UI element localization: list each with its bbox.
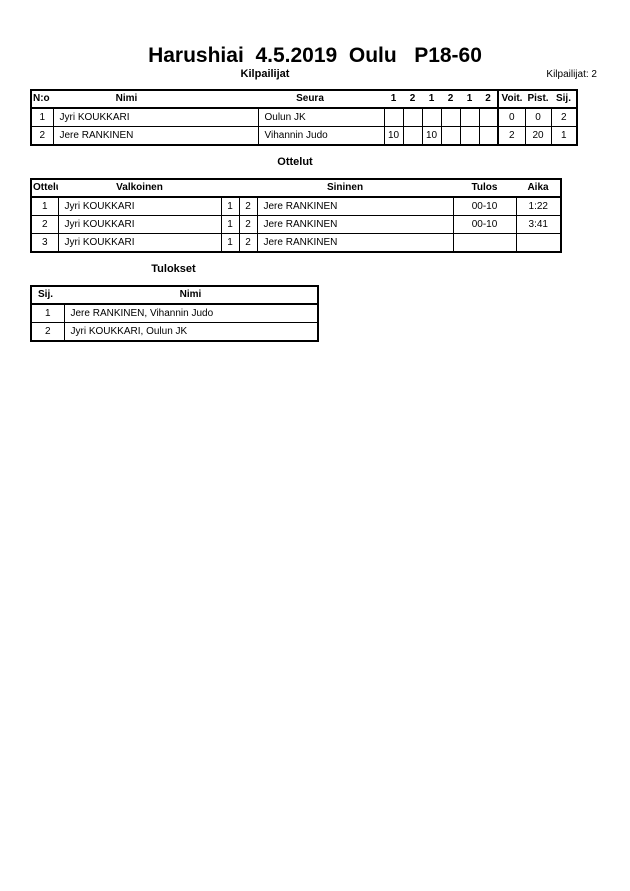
result-name: Jyri KOUKKARI, Oulun JK xyxy=(63,322,319,342)
col-header-time: Aika xyxy=(516,179,561,198)
results-header-row: Sij. Nimi xyxy=(31,286,318,305)
col-header-round-3: 1 xyxy=(422,90,441,109)
results-table: Sij. Nimi 1 Jere RANKINEN, Vihannin Judo… xyxy=(30,285,319,342)
score-cell: 10 xyxy=(421,126,442,146)
col-header-round-4: 2 xyxy=(441,90,460,109)
match-time xyxy=(515,233,562,253)
result-row: 2 Jyri KOUKKARI, Oulun JK xyxy=(30,322,319,342)
match-white-name: Jyri KOUKKARI xyxy=(57,233,222,253)
score-cell xyxy=(459,126,480,146)
competitors-header-row: N:o Nimi Seura 1 2 1 2 1 2 Voit. Pist. S… xyxy=(31,90,577,109)
competitor-row: 1 Jyri KOUKKARI Oulun JK 0 0 2 xyxy=(30,107,578,127)
match-white-name: Jyri KOUKKARI xyxy=(57,215,222,234)
col-header-round-2: 2 xyxy=(403,90,422,109)
match-no: 2 xyxy=(30,215,59,234)
match-white-name: Jyri KOUKKARI xyxy=(57,196,222,216)
matches-header-row: Ottelu Valkoinen Sininen Tulos Aika xyxy=(31,179,561,198)
match-time: 3:41 xyxy=(515,215,562,234)
matches-table: Ottelu Valkoinen Sininen Tulos Aika 1 Jy… xyxy=(30,178,562,253)
col-header-white: Valkoinen xyxy=(58,179,221,198)
result-row: 1 Jere RANKINEN, Vihannin Judo xyxy=(30,303,319,323)
score-cell xyxy=(459,107,480,127)
score-cell xyxy=(440,107,461,127)
match-result: 00-10 xyxy=(452,196,517,216)
match-time: 1:22 xyxy=(515,196,562,216)
col-header-name: Nimi xyxy=(53,90,258,109)
col-header-no: N:o xyxy=(31,90,53,109)
match-white-no: 1 xyxy=(220,215,240,234)
score-cell xyxy=(402,107,423,127)
col-header-round-5: 1 xyxy=(460,90,479,109)
col-header-points: Pist. xyxy=(525,90,551,109)
col-header-name: Nimi xyxy=(64,286,318,305)
col-header-match: Ottelu xyxy=(31,179,58,198)
match-blue-name: Jere RANKINEN xyxy=(256,233,454,253)
competitor-wins: 2 xyxy=(497,126,526,146)
competitor-points: 20 xyxy=(524,126,552,146)
competitor-name: Jere RANKINEN xyxy=(52,126,259,146)
score-cell xyxy=(421,107,442,127)
match-blue-no: 2 xyxy=(238,233,258,253)
col-header-place: Sij. xyxy=(31,286,64,305)
score-cell xyxy=(440,126,461,146)
matches-section-title: Ottelut xyxy=(277,156,313,168)
competitor-place: 1 xyxy=(550,126,578,146)
competitor-points: 0 xyxy=(524,107,552,127)
match-result xyxy=(452,233,517,253)
match-blue-name: Jere RANKINEN xyxy=(256,215,454,234)
competitor-no: 1 xyxy=(30,107,54,127)
competitors-section-title: Kilpailijat xyxy=(240,68,290,80)
match-blue-no: 2 xyxy=(238,196,258,216)
match-white-no: 1 xyxy=(220,233,240,253)
match-blue-name: Jere RANKINEN xyxy=(256,196,454,216)
competitor-no: 2 xyxy=(30,126,54,146)
col-header-blue-no xyxy=(239,179,257,198)
col-header-white-no xyxy=(221,179,239,198)
match-row: 2 Jyri KOUKKARI 1 2 Jere RANKINEN 00-10 … xyxy=(30,215,562,234)
competitor-row: 2 Jere RANKINEN Vihannin Judo 10 10 2 20… xyxy=(30,126,578,146)
col-header-round-6: 2 xyxy=(479,90,498,109)
result-name: Jere RANKINEN, Vihannin Judo xyxy=(63,303,319,323)
match-no: 1 xyxy=(30,196,59,216)
col-header-wins: Voit. xyxy=(497,90,525,109)
match-result: 00-10 xyxy=(452,215,517,234)
competitor-name: Jyri KOUKKARI xyxy=(52,107,259,127)
match-row: 3 Jyri KOUKKARI 1 2 Jere RANKINEN xyxy=(30,233,562,253)
match-no: 3 xyxy=(30,233,59,253)
score-cell: 10 xyxy=(383,126,404,146)
result-place: 1 xyxy=(30,303,65,323)
col-header-result: Tulos xyxy=(453,179,516,198)
score-cell xyxy=(478,126,499,146)
competitor-club: Vihannin Judo xyxy=(257,126,385,146)
col-header-blue: Sininen xyxy=(257,179,453,198)
score-cell xyxy=(383,107,404,127)
col-header-place: Sij. xyxy=(551,90,577,109)
page-title: Harushiai 4.5.2019 Oulu P18-60 xyxy=(148,44,482,67)
competitor-place: 2 xyxy=(550,107,578,127)
competitor-wins: 0 xyxy=(497,107,526,127)
match-row: 1 Jyri KOUKKARI 1 2 Jere RANKINEN 00-10 … xyxy=(30,196,562,216)
competitors-count-label: Kilpailijat: 2 xyxy=(546,69,597,80)
score-cell xyxy=(402,126,423,146)
competitors-table: N:o Nimi Seura 1 2 1 2 1 2 Voit. Pist. S… xyxy=(30,89,578,146)
match-white-no: 1 xyxy=(220,196,240,216)
col-header-club: Seura xyxy=(258,90,384,109)
result-place: 2 xyxy=(30,322,65,342)
competitor-club: Oulun JK xyxy=(257,107,385,127)
match-blue-no: 2 xyxy=(238,215,258,234)
results-section-title: Tulokset xyxy=(151,263,196,275)
score-cell xyxy=(478,107,499,127)
col-header-round-1: 1 xyxy=(384,90,403,109)
